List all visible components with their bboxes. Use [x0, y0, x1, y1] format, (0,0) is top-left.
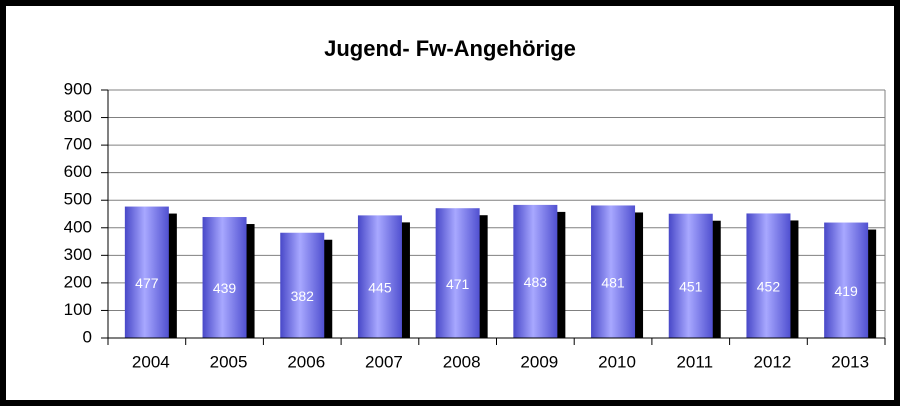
bar — [202, 217, 247, 338]
x-tick-label: 2012 — [754, 352, 792, 371]
y-tick-label: 300 — [64, 245, 92, 264]
x-tick-label: 2008 — [443, 352, 481, 371]
x-tick-label: 2005 — [210, 352, 248, 371]
data-label: 471 — [446, 276, 470, 292]
y-tick-label: 800 — [64, 107, 92, 126]
chart-title: Jugend- Fw-Angehörige — [324, 36, 576, 61]
y-tick-label: 200 — [64, 272, 92, 291]
data-label: 382 — [291, 288, 315, 304]
y-tick-label: 500 — [64, 190, 92, 209]
y-tick-label: 400 — [64, 217, 92, 236]
bar — [513, 204, 558, 338]
x-tick-label: 2011 — [676, 352, 713, 371]
y-tick-label: 100 — [64, 300, 92, 319]
data-label: 451 — [679, 279, 703, 295]
x-tick-label: 2013 — [831, 352, 869, 371]
data-label: 419 — [834, 283, 858, 299]
bar — [591, 205, 636, 338]
data-label: 445 — [368, 279, 392, 295]
y-tick-label: 700 — [64, 135, 92, 154]
data-label: 439 — [213, 280, 237, 296]
x-tick-label: 2010 — [598, 352, 636, 371]
x-tick-label: 2007 — [365, 352, 403, 371]
bar — [124, 206, 169, 338]
y-tick-label: 900 — [64, 79, 92, 98]
y-tick-label: 600 — [64, 162, 92, 181]
bar — [435, 208, 480, 338]
data-label: 481 — [601, 274, 625, 290]
data-label: 483 — [524, 274, 548, 290]
data-label: 452 — [757, 278, 781, 294]
x-tick-label: 2006 — [287, 352, 325, 371]
x-tick-label: 2009 — [520, 352, 558, 371]
bar — [280, 232, 325, 338]
bar — [824, 222, 869, 338]
bar — [746, 213, 791, 338]
bar — [357, 215, 402, 338]
y-tick-label: 0 — [83, 327, 92, 346]
x-tick-label: 2004 — [132, 352, 170, 371]
bar — [668, 213, 713, 338]
data-label: 477 — [135, 275, 159, 291]
